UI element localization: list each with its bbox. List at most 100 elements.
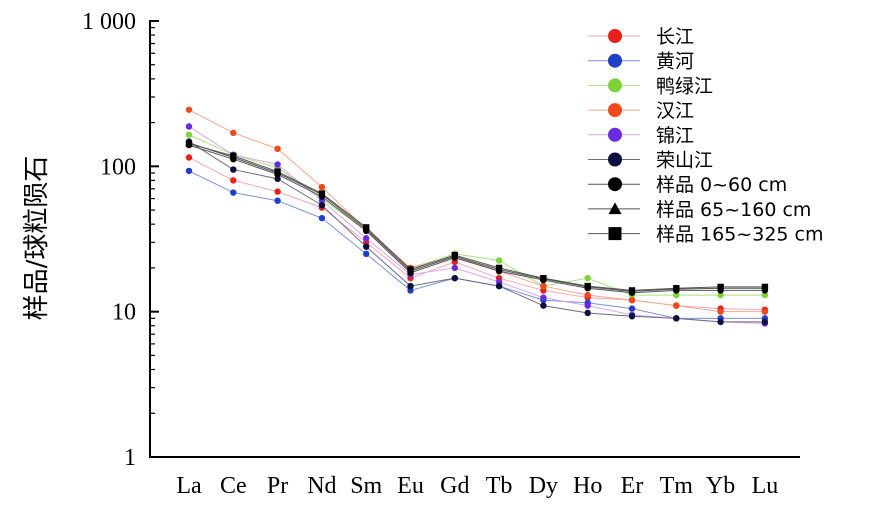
series-line <box>188 144 765 294</box>
data-point <box>673 302 680 309</box>
data-point <box>407 266 414 273</box>
series-line <box>188 109 765 313</box>
x-tick-label: Eu <box>397 473 424 499</box>
data-point <box>761 291 769 299</box>
legend-marker <box>608 103 622 118</box>
y-axis-label: 样品/球粒陨石 <box>22 156 52 321</box>
data-point <box>584 302 591 309</box>
data-point <box>628 296 636 304</box>
data-point <box>363 224 370 231</box>
y-tick-label: 100 <box>100 154 136 180</box>
x-tick-label: Tb <box>486 473 513 499</box>
data-point <box>540 294 547 301</box>
data-point <box>451 264 458 272</box>
legend-item: 长江 <box>588 26 694 48</box>
data-point <box>761 283 769 291</box>
data-point <box>185 131 193 138</box>
legend-marker <box>608 202 622 215</box>
data-point <box>363 243 370 250</box>
data-point <box>230 177 237 184</box>
x-tick-label: Ce <box>220 473 247 499</box>
legend-label: 汉江 <box>656 100 694 122</box>
data-point <box>495 264 503 272</box>
data-point <box>318 202 326 209</box>
legend-marker <box>608 78 622 93</box>
x-ticks: La Ce Pr Nd Sm Eu Gd Tb Dy Ho Er Tm Yb Lu <box>176 473 778 499</box>
axes <box>149 20 800 458</box>
series-5 <box>185 138 769 326</box>
data-point <box>717 283 724 291</box>
data-point <box>673 285 680 292</box>
data-point <box>230 152 237 160</box>
y-tick-label: 10 <box>112 300 136 326</box>
data-point <box>274 161 281 168</box>
data-point <box>274 145 281 153</box>
data-point <box>363 235 370 242</box>
data-point <box>673 291 680 299</box>
legend-marker <box>608 53 622 68</box>
data-point <box>274 197 281 204</box>
legend-item: 样品 0~60 cm <box>588 174 787 196</box>
legend-marker <box>608 152 622 167</box>
data-point <box>540 274 547 282</box>
data-point <box>673 315 680 322</box>
data-point <box>584 291 591 299</box>
legend-label: 荣山江 <box>656 150 713 172</box>
data-point <box>230 129 237 137</box>
series-3 <box>185 106 769 315</box>
legend-item: 汉江 <box>588 100 694 122</box>
x-tick-label: Gd <box>440 473 469 499</box>
data-point <box>451 251 458 259</box>
data-point <box>185 123 193 130</box>
data-point <box>451 274 458 282</box>
data-point <box>230 166 237 173</box>
y-tick-label: 1 000 <box>82 9 136 35</box>
data-point <box>185 167 193 175</box>
x-tick-label: Dy <box>529 473 558 499</box>
data-point <box>363 250 370 258</box>
data-point <box>717 291 724 299</box>
x-tick-label: Tm <box>660 473 694 499</box>
legend-marker <box>608 177 622 192</box>
data-point <box>717 318 724 326</box>
series-line <box>188 134 765 296</box>
data-point <box>628 287 636 294</box>
legend-item: 样品 165~325 cm <box>588 224 823 246</box>
data-point <box>274 188 281 195</box>
legend-label: 样品 165~325 cm <box>656 224 823 246</box>
legend-marker <box>608 29 622 43</box>
data-point <box>584 274 591 282</box>
x-tick-label: Er <box>621 473 644 499</box>
data-point <box>761 308 769 315</box>
legend-label: 样品 65~160 cm <box>656 199 811 221</box>
data-point <box>274 168 281 175</box>
legend-label: 样品 0~60 cm <box>656 174 787 196</box>
data-point <box>318 214 326 222</box>
data-point <box>584 309 591 317</box>
series-line <box>188 141 765 323</box>
data-point <box>185 106 193 113</box>
data-point <box>540 302 547 309</box>
legend-item: 样品 65~160 cm <box>588 199 811 221</box>
y-tick-label: 1 <box>124 445 136 471</box>
x-tick-label: Lu <box>752 473 779 499</box>
data-point <box>717 308 724 315</box>
legend-label: 鸭绿江 <box>656 75 713 97</box>
legend-label: 黄河 <box>656 51 694 73</box>
data-point <box>185 140 193 147</box>
legend-item: 鸭绿江 <box>588 75 713 97</box>
series-layer <box>185 106 769 327</box>
data-point <box>318 183 326 191</box>
x-tick-label: Yb <box>706 473 735 499</box>
y-ticks: 1 10 100 1 000 <box>82 9 159 471</box>
data-point <box>628 313 636 320</box>
x-tick-label: Sm <box>350 473 382 499</box>
data-point <box>407 282 414 290</box>
series-8 <box>185 140 769 294</box>
legend-item: 荣山江 <box>588 150 713 172</box>
data-point <box>230 189 237 196</box>
x-tick-label: La <box>176 473 202 499</box>
series-line <box>188 143 765 291</box>
